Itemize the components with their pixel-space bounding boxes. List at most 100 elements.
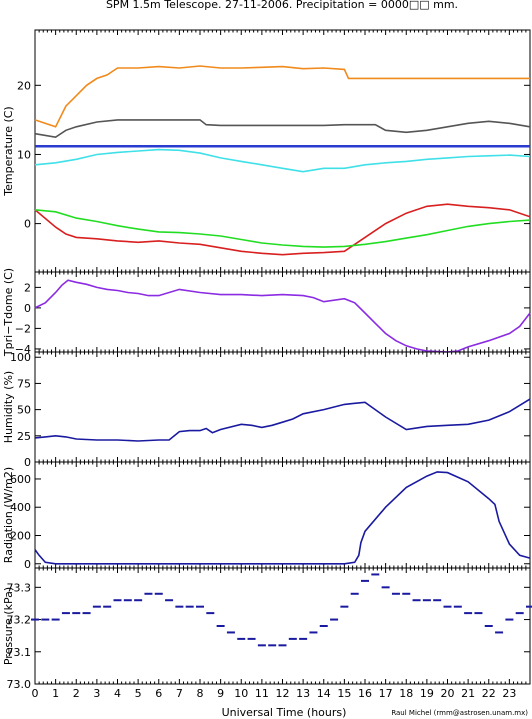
panel-frame [34,271,531,353]
x-axis-label: Universal Time (hours) [222,706,347,719]
pressure-point [381,586,390,589]
pressure-point [412,599,421,602]
x-tick-label: 0 [32,687,39,700]
x-tick-label: 13 [296,687,310,700]
chart-title: SPM 1.5m Telescope. 27-11-2006. Precipit… [106,0,458,11]
pressure-point [113,599,122,602]
y-tick-label: 600 [10,473,31,486]
pressure-point [350,592,359,595]
x-tick-label: 8 [197,687,204,700]
pressure-point [443,605,452,608]
pressure-point [361,579,369,582]
pressure-point [134,599,143,602]
x-tick-label: 1 [52,687,59,700]
y-tick-label: 75 [17,377,31,390]
y-axis-label: Temperature (C) [2,106,15,196]
pressure-point [453,605,462,608]
x-tick-label: 20 [441,687,455,700]
pressure-point [206,612,215,615]
pressure-point [422,599,431,602]
y-tick-label: 400 [10,501,31,514]
pressure-point [144,592,153,595]
x-tick-label: 23 [502,687,516,700]
x-tick-label: 16 [358,687,372,700]
pressure-point [484,625,493,627]
y-tick-label: 10 [17,148,31,161]
pressure-point [123,599,132,602]
y-axis-label: Pressure (kPa) [2,587,15,665]
x-tick-label: 9 [217,687,224,700]
y-tick-label: 100 [10,351,31,364]
pressure-point [474,612,483,615]
pressure-point [288,637,297,640]
x-tick-label: 5 [135,687,142,700]
series-line [34,65,530,128]
y-tick-label: 25 [17,430,31,443]
y-tick-label: 0 [24,456,31,469]
x-tick-label: 15 [337,687,351,700]
x-tick-label: 11 [255,687,269,700]
pressure-point [31,618,39,621]
y-tick-label: −4 [15,343,31,356]
pressure-point [196,605,204,608]
y-tick-label: 2 [24,281,31,294]
pressure-point [82,612,91,615]
series-line [34,209,531,248]
x-tick-label: 19 [420,687,434,700]
pressure-point [319,625,328,627]
y-axis-label: Humidity (%) [2,371,15,443]
pressure-point [278,644,287,647]
x-tick-label: 12 [276,687,290,700]
pressure-point [464,612,473,615]
y-tick-label: 20 [17,79,31,92]
pressure-point [103,605,112,608]
panel-frame [34,351,531,463]
x-tick-label: 3 [93,687,100,700]
y-tick-label: 73.2 [7,614,32,627]
y-tick-label: 73.3 [7,581,32,594]
pressure-point [247,637,256,640]
y-tick-label: 73.0 [7,678,32,691]
pressure-point [175,605,184,608]
pressure-point [185,605,194,608]
series-line [34,203,531,256]
pressure-point [92,605,101,608]
pressure-point [257,644,266,647]
pressure-point [391,592,400,595]
pressure-point [237,637,246,640]
pressure-point [371,573,380,576]
y-tick-label: 200 [10,529,31,542]
pressure-point [515,612,524,615]
y-axis-label: Radiation (W/m2) [2,467,15,563]
x-tick-label: 14 [317,687,331,700]
pressure-point [61,612,70,615]
x-tick-label: 6 [155,687,162,700]
pressure-point [154,592,163,595]
pressure-point [268,644,277,647]
y-tick-label: 0 [24,558,31,571]
y-tick-label: 0 [24,218,31,231]
series-line [34,471,531,565]
series-line [34,148,531,173]
pressure-point [226,631,235,634]
x-tick-label: 22 [482,687,496,700]
panel-frame [34,567,531,685]
x-tick-label: 10 [234,687,248,700]
pressure-point [299,637,308,640]
pressure-point [402,592,411,595]
pressure-point [330,618,339,621]
pressure-point [526,605,532,608]
y-tick-label: −2 [15,322,31,335]
series-line [34,119,531,139]
x-tick-label: 21 [461,687,475,700]
y-tick-label: 73.1 [7,646,32,659]
series-line [34,398,531,442]
pressure-point [505,618,514,621]
x-tick-label: 17 [379,687,393,700]
y-axis-label: Tpri−Tdome (C) [2,268,15,357]
x-tick-label: 4 [114,687,121,700]
x-tick-label: 2 [73,687,80,700]
x-tick-label: 7 [176,687,183,700]
pressure-point [165,599,174,602]
